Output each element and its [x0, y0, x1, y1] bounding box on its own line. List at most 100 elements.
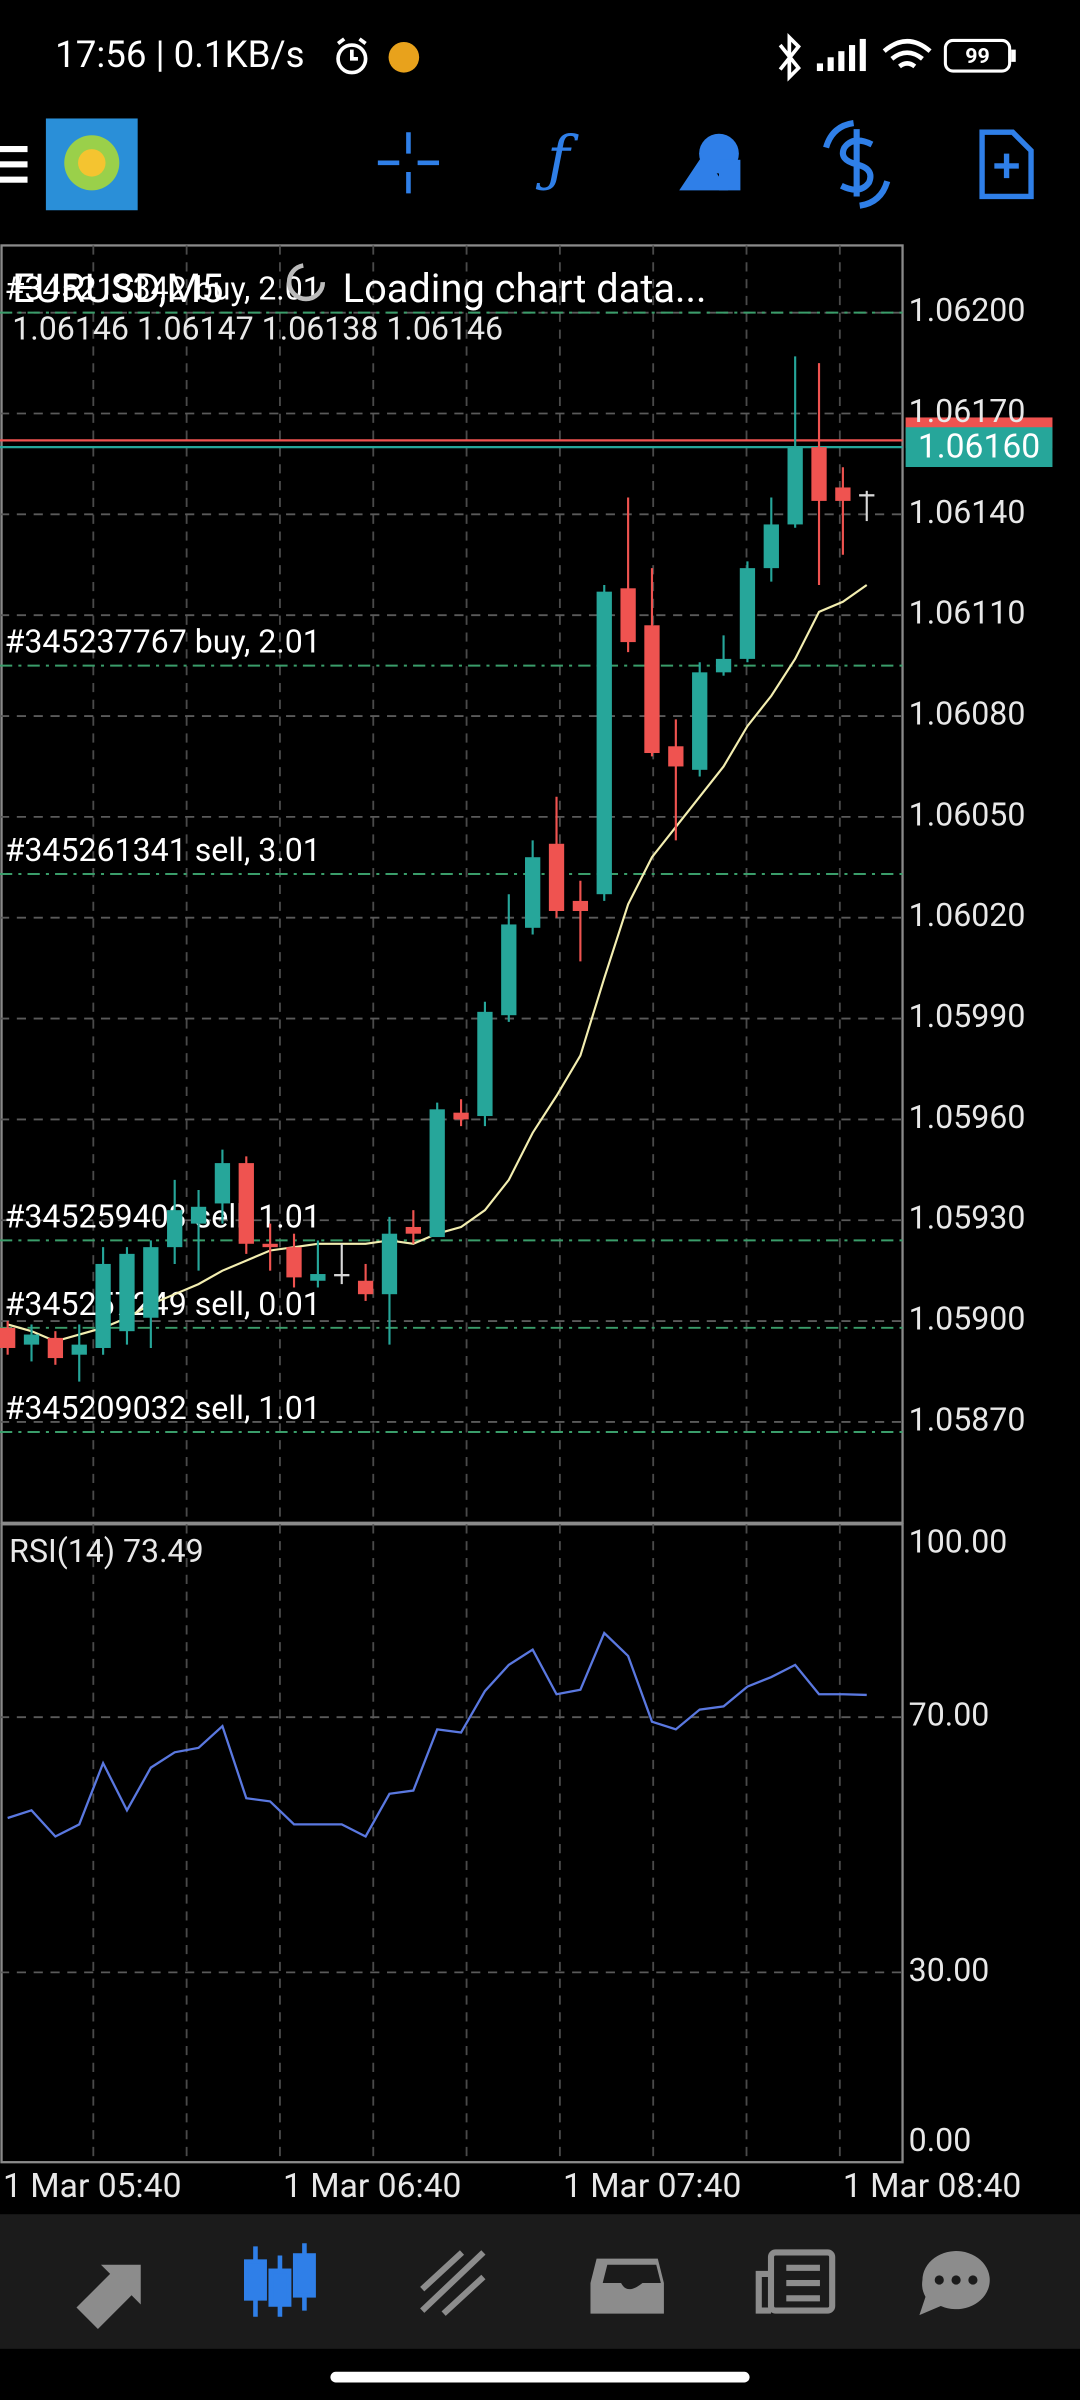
- candle-body: [644, 625, 660, 754]
- candle-body: [23, 1334, 40, 1345]
- order-label: #345213342 buy, 2.01: [5, 270, 321, 308]
- candle-body: [167, 1210, 183, 1248]
- order-label: #345257249 sell, 0.01: [5, 1285, 321, 1323]
- signal-icon: [816, 38, 866, 72]
- history-tab[interactable]: [590, 2258, 664, 2314]
- candle-body: [739, 568, 756, 659]
- wifi-icon: [882, 38, 932, 69]
- battery-level: 99: [965, 44, 990, 69]
- order-label: #345209032 sell, 1.01: [5, 1389, 321, 1427]
- candle-body: [429, 1109, 445, 1238]
- chart-layer: 1.06200 1.06170 1.06140 1.06110 1.06080 1.060…: [0, 245, 1053, 2206]
- y-tick-label: 1.05900: [909, 1300, 1026, 1338]
- candle-body: [334, 1274, 350, 1277]
- app-notification-icon: [388, 41, 420, 73]
- candle-body: [71, 1344, 87, 1355]
- candle-body: [548, 843, 565, 911]
- bid-price-box: [905, 427, 1053, 468]
- y-tick-label: 1.05930: [909, 1199, 1026, 1237]
- messages-tab[interactable]: [919, 2251, 990, 2316]
- y-tick-label: 1.05990: [909, 997, 1026, 1035]
- crosshair-button[interactable]: [377, 132, 440, 194]
- mt4-logo[interactable]: [45, 118, 138, 211]
- bluetooth-icon: [778, 32, 801, 82]
- y-tick-label: 1.06050: [909, 795, 1026, 833]
- candle-body: [668, 746, 684, 767]
- x-tick-label: 1 Mar 07:40: [563, 2167, 741, 2206]
- main-panel-frame: [0, 244, 904, 1524]
- rsi-line: [7, 1631, 867, 1839]
- battery-icon: 99: [943, 38, 1016, 73]
- y-tick-label: 1.06200: [909, 291, 1026, 329]
- candle-body: [835, 487, 851, 501]
- candle-body: [95, 1263, 111, 1348]
- chart-tab[interactable]: [243, 2243, 316, 2317]
- candle-body: [477, 1011, 493, 1117]
- candle-body: [381, 1233, 398, 1295]
- candle-body: [859, 494, 875, 497]
- quotes-tab[interactable]: [76, 2264, 141, 2329]
- candle-body: [596, 591, 612, 895]
- bid-price-label: 1.06160: [918, 428, 1040, 467]
- y-tick-label: 1.05960: [909, 1098, 1026, 1136]
- y-tick-label: 1.06020: [909, 896, 1026, 934]
- bottom-nav: [0, 2214, 1080, 2349]
- order-label: #345261341 sell, 3.01: [5, 831, 321, 869]
- rsi-panel-frame: [0, 1523, 904, 2164]
- candle-body: [190, 1206, 207, 1224]
- home-indicator: [330, 2371, 750, 2383]
- candle-body: [763, 524, 779, 569]
- ohlc-label: 1.06146 1.06147 1.06138 1.06146: [12, 310, 503, 348]
- candle-body: [525, 857, 541, 928]
- loading-spinner: [286, 263, 326, 302]
- candle-body: [286, 1247, 302, 1278]
- candle-body: [357, 1280, 374, 1295]
- candle-body: [811, 447, 827, 501]
- y-tick-label: 1.06110: [909, 594, 1026, 632]
- candle-body: [715, 658, 732, 673]
- order-label: #345237767 buy, 2.01: [5, 623, 321, 661]
- new-order-button[interactable]: [979, 129, 1034, 200]
- candle-body: [453, 1112, 469, 1120]
- objects-button[interactable]: [679, 133, 741, 191]
- candle-body: [262, 1243, 278, 1248]
- candle-body: [238, 1163, 254, 1244]
- candle-body: [310, 1274, 326, 1281]
- candle-body: [214, 1163, 231, 1204]
- x-tick-label: 1 Mar 08:40: [843, 2167, 1021, 2206]
- candle-body: [405, 1226, 421, 1234]
- y-tick-label: 1.06170: [909, 392, 1026, 430]
- candle-body: [47, 1337, 64, 1359]
- news-tab[interactable]: [755, 2249, 836, 2314]
- y-tick-label: 1.06080: [909, 695, 1026, 733]
- candle-body: [572, 900, 589, 911]
- order-label: #345259403 sell, 1.01: [5, 1197, 321, 1235]
- trade-tab[interactable]: [420, 2250, 486, 2316]
- candle-body: [119, 1253, 135, 1332]
- candle-body: [787, 447, 803, 525]
- candle-body: [0, 1327, 16, 1348]
- rsi-title: RSI(14) 73.49: [9, 1532, 203, 1570]
- candle-body: [143, 1247, 159, 1318]
- y-tick-label: 30.00: [909, 1951, 990, 1989]
- menu-button[interactable]: [0, 146, 28, 183]
- x-tick-label: 1 Mar 06:40: [283, 2167, 461, 2206]
- y-tick-label: 70.00: [909, 1696, 990, 1734]
- y-tick-label: 100.00: [909, 1523, 1008, 1561]
- alarm-icon: [336, 37, 368, 75]
- y-tick-label: 1.05870: [909, 1400, 1026, 1438]
- status-time: 17:56 | 0.1KB/s: [55, 33, 305, 76]
- y-tick-label: 1.06140: [909, 493, 1026, 531]
- candle-body: [692, 672, 708, 770]
- trade-button[interactable]: [823, 120, 891, 209]
- chart-title: EURUSD,M5: [12, 265, 223, 312]
- x-tick-label: 1 Mar 05:40: [3, 2167, 181, 2206]
- loading-text: Loading chart data...: [343, 265, 707, 312]
- candle-body: [620, 588, 636, 643]
- candle-body: [501, 924, 517, 1016]
- y-tick-label: 0.00: [909, 2121, 972, 2159]
